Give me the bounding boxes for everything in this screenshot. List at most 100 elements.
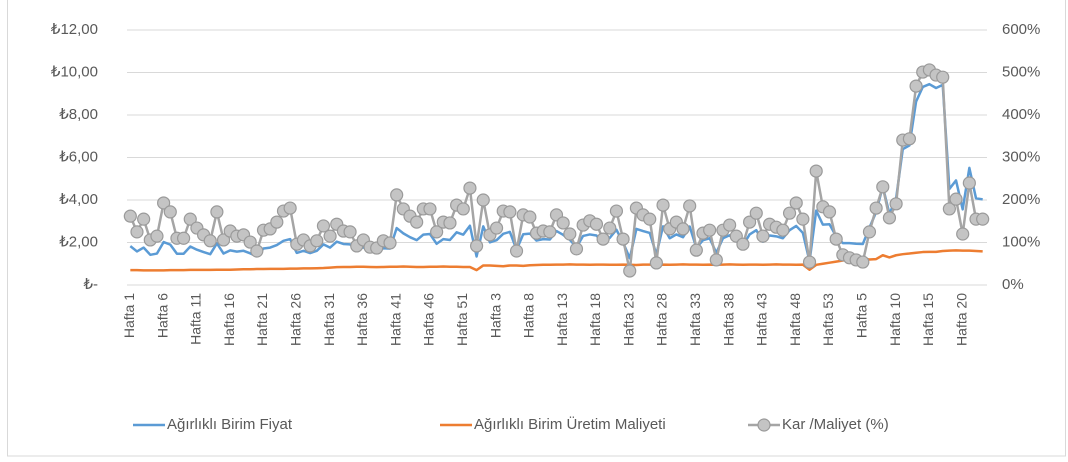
series-line — [129, 82, 983, 263]
x-tick-label: Hafta 15 — [920, 293, 936, 346]
marker — [776, 223, 790, 237]
marker — [250, 244, 264, 258]
x-tick-label: Hafta 38 — [720, 293, 736, 346]
marker — [643, 212, 657, 226]
marker — [603, 221, 617, 235]
marker — [909, 79, 923, 93]
marker — [782, 206, 797, 220]
marker — [316, 219, 331, 233]
marker — [609, 204, 624, 218]
marker — [703, 223, 717, 237]
x-tick-label: Hafta 41 — [387, 293, 403, 346]
marker — [157, 196, 171, 210]
marker — [882, 211, 897, 225]
marker — [862, 225, 877, 239]
marker — [796, 212, 810, 226]
marker — [683, 199, 697, 213]
marker — [543, 225, 557, 239]
marker — [509, 244, 524, 258]
y-tick-label: ₺8,00 — [59, 106, 98, 123]
x-tick-label: Hafta 8 — [521, 293, 537, 338]
y-tick-label: ₺12,00 — [51, 21, 98, 38]
chart-border — [7, 0, 1066, 457]
marker — [962, 176, 976, 190]
marker — [469, 239, 484, 253]
marker — [456, 202, 470, 216]
marker — [942, 202, 956, 216]
marker — [596, 232, 610, 246]
marker — [822, 205, 837, 219]
marker — [709, 253, 723, 267]
marker — [802, 255, 817, 269]
marker — [390, 188, 404, 202]
x-tick-label: Hafta 10 — [887, 293, 903, 346]
marker — [656, 198, 670, 212]
marker — [936, 70, 950, 84]
marker — [523, 210, 537, 224]
y2-tick-label: 100% — [1002, 233, 1040, 250]
marker — [476, 193, 490, 207]
x-tick-label: Hafta 23 — [620, 293, 636, 346]
y-tick-label: ₺2,00 — [59, 233, 98, 250]
y2-tick-label: 0% — [1002, 276, 1024, 293]
x-tick-label: Hafta 1 — [121, 293, 137, 338]
marker — [809, 164, 823, 178]
marker — [749, 206, 763, 220]
x-tick-label: Hafta 13 — [554, 293, 570, 346]
marker — [410, 215, 424, 229]
x-tick-label: Hafta 20 — [953, 293, 969, 346]
marker — [949, 192, 963, 206]
marker — [829, 232, 843, 246]
marker — [569, 242, 584, 256]
marker — [876, 180, 890, 194]
x-tick-label: Hafta 46 — [421, 293, 437, 346]
legend-label: Kar /Maliyet (%) — [782, 416, 889, 433]
marker — [310, 234, 324, 248]
x-tick-label: Hafta 26 — [288, 293, 304, 346]
x-tick-label: Hafta 11 — [188, 293, 204, 345]
series-line — [129, 68, 983, 273]
marker — [736, 237, 750, 251]
marker — [503, 205, 517, 219]
x-tick-label: Hafta 33 — [687, 293, 703, 346]
y-tick-label: ₺6,00 — [59, 148, 98, 165]
y2-tick-label: 500% — [1002, 63, 1040, 80]
x-tick-label: Hafta 5 — [854, 293, 870, 338]
marker — [756, 229, 770, 243]
marker — [616, 232, 630, 246]
marker — [323, 229, 337, 243]
marker — [243, 235, 257, 249]
marker — [889, 197, 903, 211]
legend-label: Ağırlıklı Birim Üretim Maliyeti — [474, 415, 666, 433]
x-tick-label: Hafta 48 — [787, 293, 803, 346]
marker — [856, 255, 870, 269]
x-tick-label: Hafta 53 — [820, 293, 836, 346]
marker — [789, 196, 803, 210]
marker — [163, 205, 177, 219]
marker — [443, 216, 457, 230]
marker — [150, 229, 164, 243]
x-tick-label: Hafta 43 — [754, 293, 770, 346]
marker — [723, 218, 737, 232]
marker — [676, 222, 690, 236]
y-tick-label: ₺- — [83, 276, 98, 293]
marker — [216, 233, 231, 247]
y2-tick-label: 400% — [1002, 106, 1040, 123]
y2-tick-label: 300% — [1002, 148, 1040, 165]
marker — [902, 132, 917, 146]
legend-label: Ağırlıklı Birim Fiyat — [167, 416, 293, 433]
x-tick-label: Hafta 6 — [154, 293, 170, 338]
x-tick-label: Hafta 51 — [454, 293, 470, 346]
marker — [463, 181, 477, 195]
marker — [423, 202, 437, 216]
x-tick-label: Hafta 16 — [221, 293, 237, 346]
marker — [589, 217, 604, 231]
y2-tick-label: 600% — [1002, 21, 1040, 38]
marker — [210, 205, 224, 219]
x-tick-label: Hafta 21 — [254, 293, 270, 346]
marker — [203, 234, 217, 248]
marker — [623, 264, 637, 278]
legend-marker — [757, 418, 771, 432]
marker — [183, 212, 197, 226]
